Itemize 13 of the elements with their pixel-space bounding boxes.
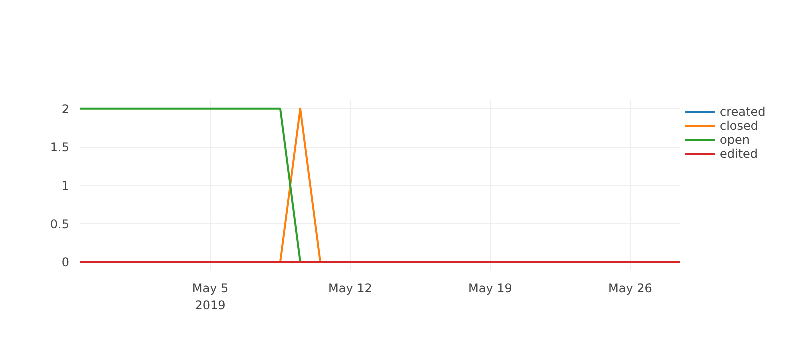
x-tick-label: May 12	[328, 282, 372, 296]
y-tick-label: 2	[62, 102, 70, 116]
y-tick-label: 1.5	[50, 140, 70, 155]
x-tick-label: May 19	[468, 282, 512, 296]
y-tick-label: 0.5	[50, 217, 70, 232]
legend-label: created	[720, 105, 766, 119]
legend-label: closed	[720, 119, 759, 133]
y-tick-label: 0	[62, 256, 70, 270]
legend-label: edited	[720, 147, 758, 161]
x-tick-label: May 26	[608, 282, 652, 296]
y-tick-label: 1	[62, 179, 70, 193]
legend-label: open	[720, 133, 750, 147]
x-tick-label: May 5 2019	[192, 282, 229, 312]
